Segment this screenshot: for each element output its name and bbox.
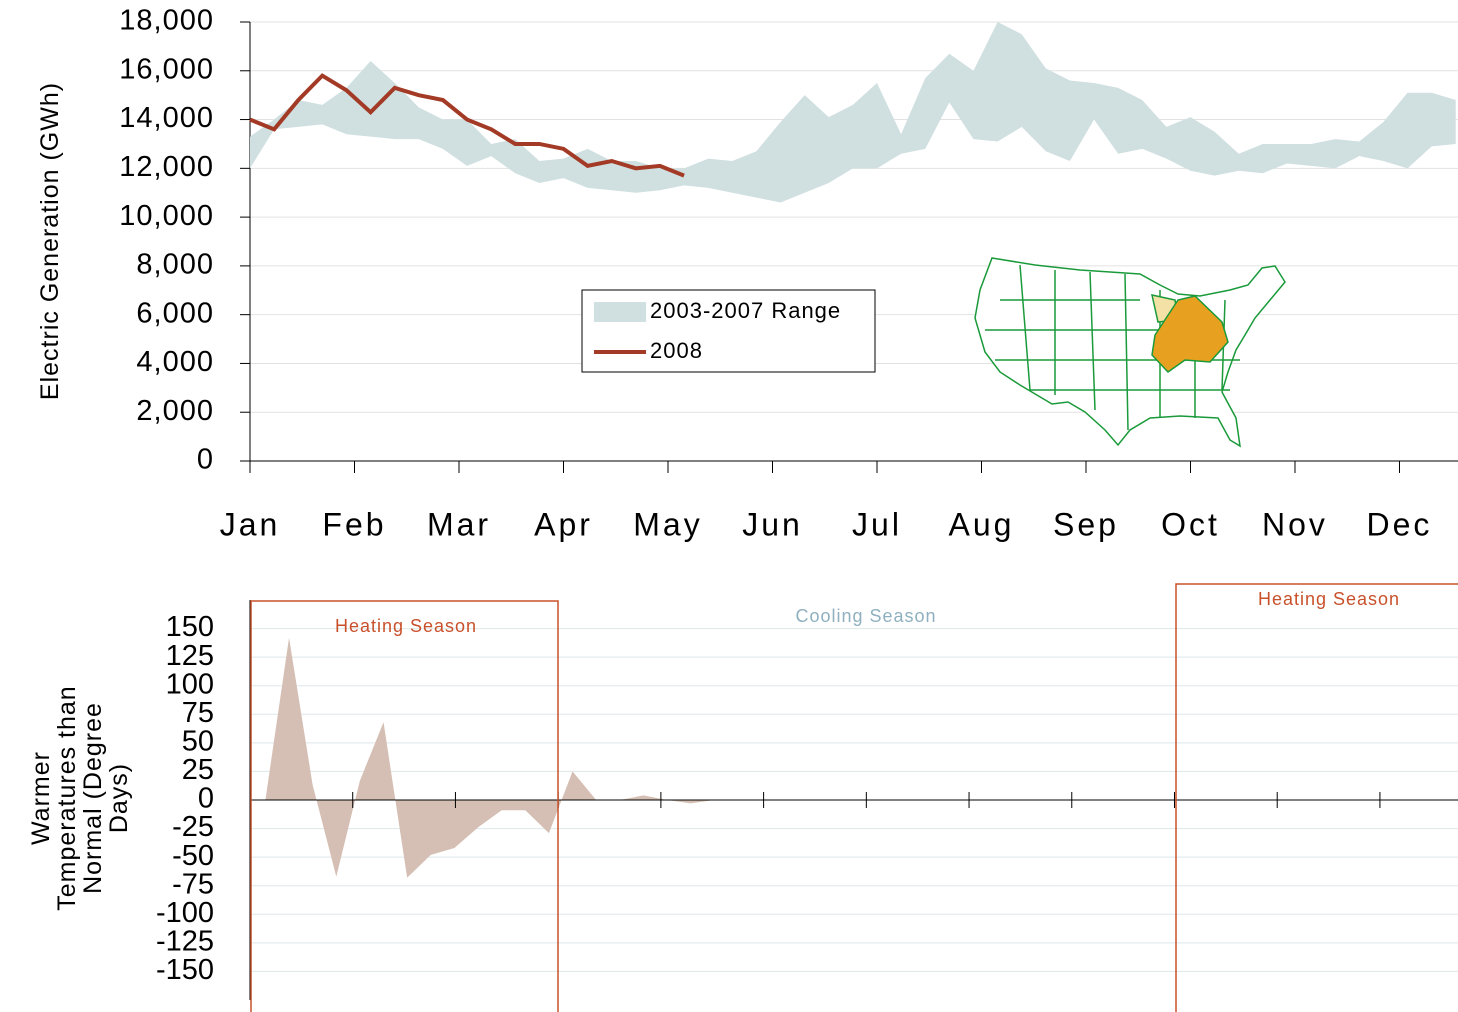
x-tick-label: Aug <box>949 506 1015 542</box>
season-frame <box>1175 583 1458 1012</box>
x-tick-label: May <box>633 506 702 542</box>
series-line <box>249 73 685 178</box>
y-tick-label: 125 <box>166 640 214 672</box>
y-tick-label: 14,000 <box>119 102 214 134</box>
y-tick-label: 8,000 <box>136 249 214 281</box>
x-tick-label: Mar <box>427 506 491 542</box>
x-tick-label: Feb <box>322 506 386 542</box>
area <box>265 637 715 878</box>
legend-swatch <box>594 302 646 322</box>
y-tick-label: 0 <box>198 783 214 815</box>
y-tick-label: -100 <box>156 897 214 929</box>
x-tick-label: Nov <box>1262 506 1328 542</box>
x-tick-label: Jul <box>852 506 902 542</box>
y-tick-label: -125 <box>156 926 214 958</box>
x-tick-label: Sep <box>1053 506 1119 542</box>
y-tick-label: -50 <box>172 840 214 872</box>
legend-box <box>581 289 876 373</box>
y-tick-label: 10,000 <box>119 200 214 232</box>
y-tick-label: 100 <box>166 668 214 700</box>
y-tick-label: 50 <box>182 726 214 758</box>
y-tick-label: 150 <box>166 611 214 643</box>
x-tick-label: Jan <box>220 506 281 542</box>
y-tick-label: 18,000 <box>119 5 214 37</box>
season-label: Heating Season <box>1258 589 1400 609</box>
y-tick-label: 4,000 <box>136 346 214 378</box>
y-tick-label: -150 <box>156 954 214 986</box>
us-map <box>974 257 1286 448</box>
season-label: Heating Season <box>335 616 477 636</box>
range-band <box>250 22 1456 203</box>
y-axis-label: Warmer Temperatures than Normal (Degree … <box>27 685 133 911</box>
x-tick-label: Apr <box>534 506 593 542</box>
x-tick-label: Dec <box>1367 506 1433 542</box>
y-tick-label: 2,000 <box>136 395 214 427</box>
y-tick-label: 0 <box>197 444 214 476</box>
x-tick-label: Oct <box>1161 506 1220 542</box>
y-tick-label: 16,000 <box>119 53 214 85</box>
season-label: Cooling Season <box>795 606 936 626</box>
legend-label: 2008 <box>650 338 703 363</box>
legend-label: 2003-2007 Range <box>650 298 841 323</box>
y-tick-label: 6,000 <box>136 297 214 329</box>
x-tick-label: Jun <box>742 506 803 542</box>
y-tick-label: 12,000 <box>119 151 214 183</box>
y-tick-label: 25 <box>182 754 214 786</box>
y-axis-label: Electric Generation (GWh) <box>36 81 64 401</box>
y-tick-label: -25 <box>172 811 214 843</box>
y-tick-label: 75 <box>182 697 214 729</box>
season-frame <box>250 600 559 1012</box>
y-tick-label: -75 <box>172 868 214 900</box>
